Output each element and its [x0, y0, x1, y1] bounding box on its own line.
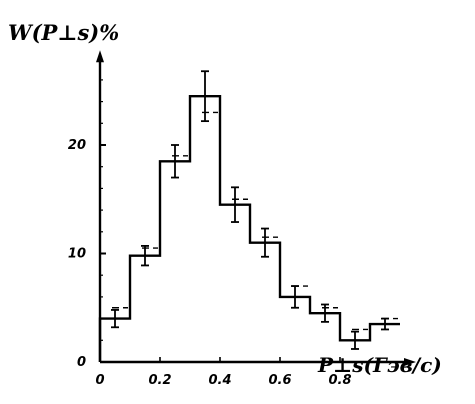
x-tick-label: 0	[95, 373, 104, 388]
y-tick-label: 20	[68, 138, 86, 153]
y-axis-arrow	[96, 50, 104, 63]
x-tick-label: 0.8	[328, 373, 351, 388]
x-tick-label: 0.4	[208, 373, 231, 388]
x-axis-label: P⊥s(Гэв/c)	[318, 353, 442, 377]
x-axis-arrow	[404, 358, 416, 366]
y-tick-label: 10	[68, 247, 86, 262]
x-tick-label: 0.6	[268, 373, 291, 388]
x-tick-label: 0.2	[148, 373, 171, 388]
y-tick-label: 0	[77, 355, 86, 370]
histogram-solid-step	[98, 94, 400, 362]
y-axis-label: W(P⊥s)%	[8, 20, 120, 45]
